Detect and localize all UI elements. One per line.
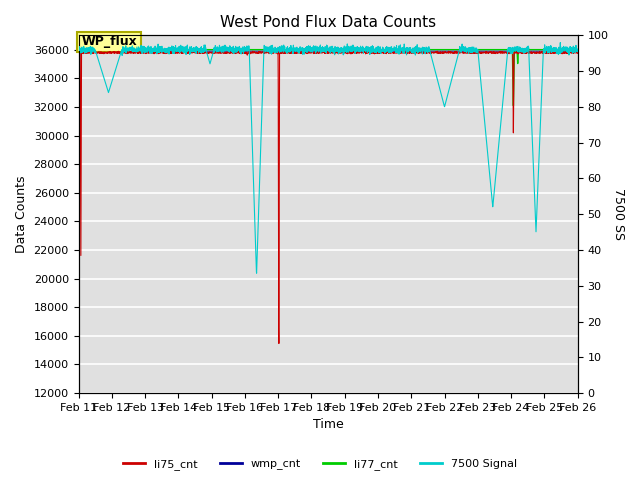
Legend: li75_cnt, wmp_cnt, li77_cnt, 7500 Signal: li75_cnt, wmp_cnt, li77_cnt, 7500 Signal — [118, 455, 522, 474]
Title: West Pond Flux Data Counts: West Pond Flux Data Counts — [220, 15, 436, 30]
Text: WP_flux: WP_flux — [81, 36, 137, 48]
Y-axis label: 7500 SS: 7500 SS — [612, 188, 625, 240]
Y-axis label: Data Counts: Data Counts — [15, 176, 28, 253]
X-axis label: Time: Time — [313, 419, 344, 432]
